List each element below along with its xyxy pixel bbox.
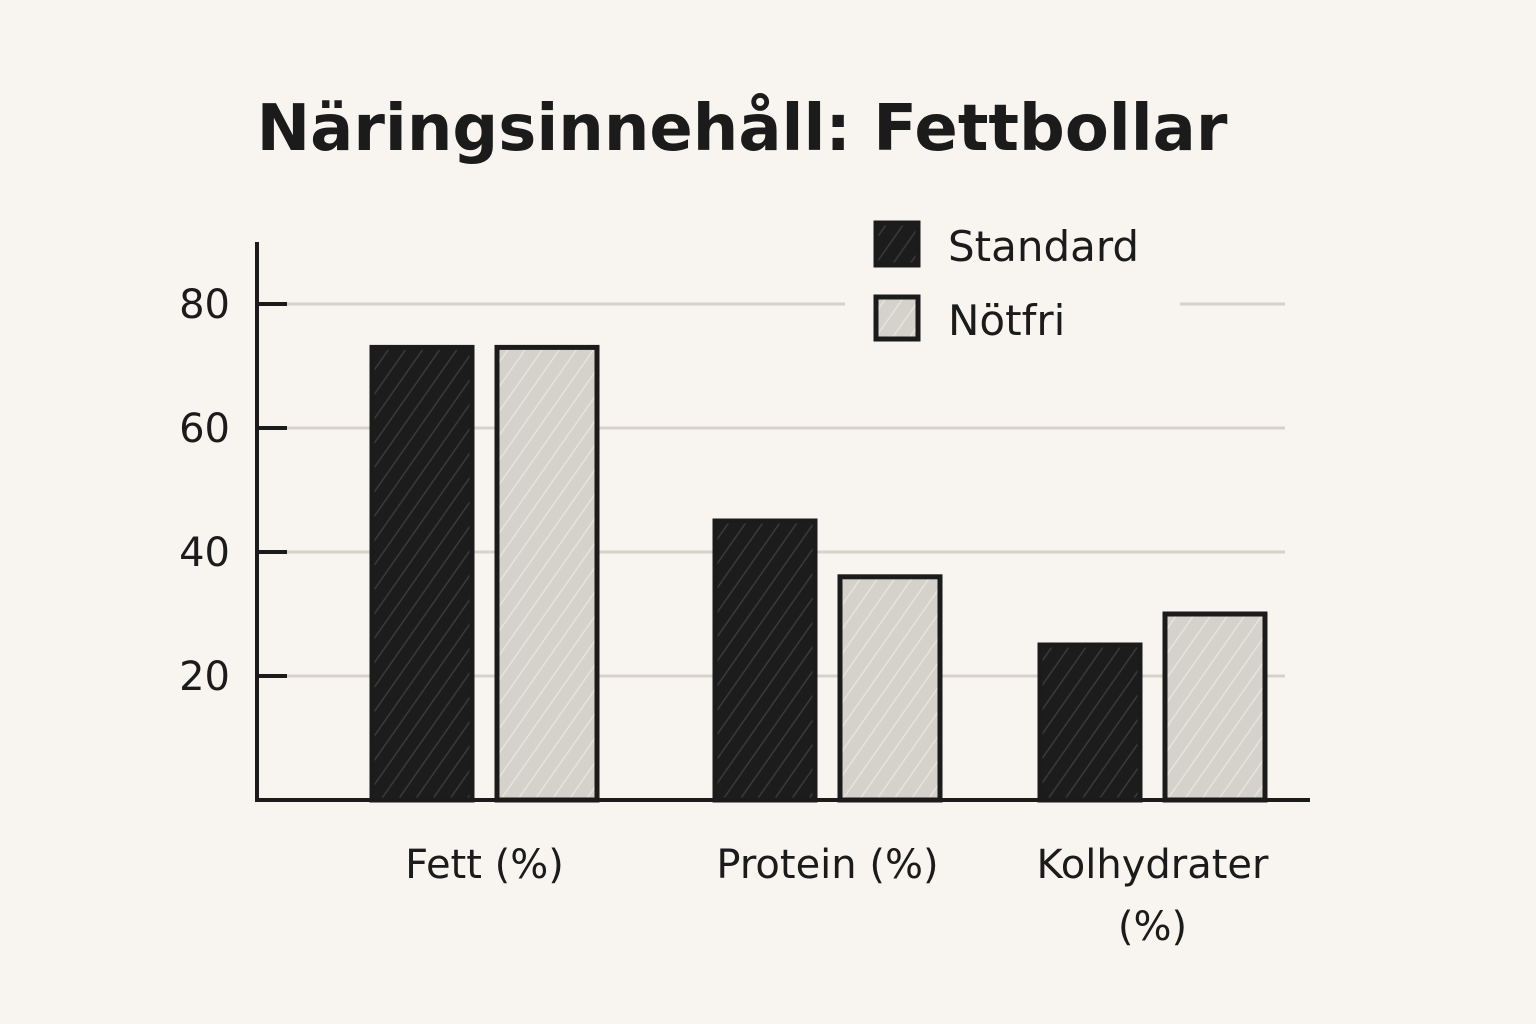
category-label-2: Kolhydrater	[1037, 842, 1269, 888]
legend-swatch-notfri	[873, 294, 921, 342]
legend-swatch-standard	[873, 220, 921, 268]
y-tick-label-80: 80	[179, 282, 230, 328]
y-tick-labels: 20 40 60 80	[179, 282, 287, 700]
category-label-2-line1: (%)	[1118, 904, 1187, 950]
legend-label-standard: Standard	[948, 222, 1139, 271]
bars	[369, 344, 1268, 803]
bar-notfri-1	[837, 574, 943, 803]
y-tick-label-40: 40	[179, 530, 230, 576]
axes	[255, 242, 1310, 802]
bar-notfri-2	[1162, 611, 1268, 803]
bar-standard-2	[1037, 642, 1143, 803]
category-label-0: Fett (%)	[405, 842, 564, 888]
bar-notfri-0	[494, 344, 600, 803]
y-tick-label-20: 20	[179, 654, 230, 700]
legend-label-notfri: Nötfri	[948, 296, 1065, 345]
bar-standard-0	[369, 344, 475, 803]
chart-title: Näringsinnehåll: Fettbollar	[257, 92, 1228, 166]
category-label-1: Protein (%)	[716, 842, 938, 888]
legend: Standard Nötfri	[845, 205, 1180, 350]
bar-standard-1	[712, 518, 818, 803]
category-labels: Fett (%) Protein (%) Kolhydrater (%)	[405, 842, 1269, 950]
y-tick-label-60: 60	[179, 406, 230, 452]
